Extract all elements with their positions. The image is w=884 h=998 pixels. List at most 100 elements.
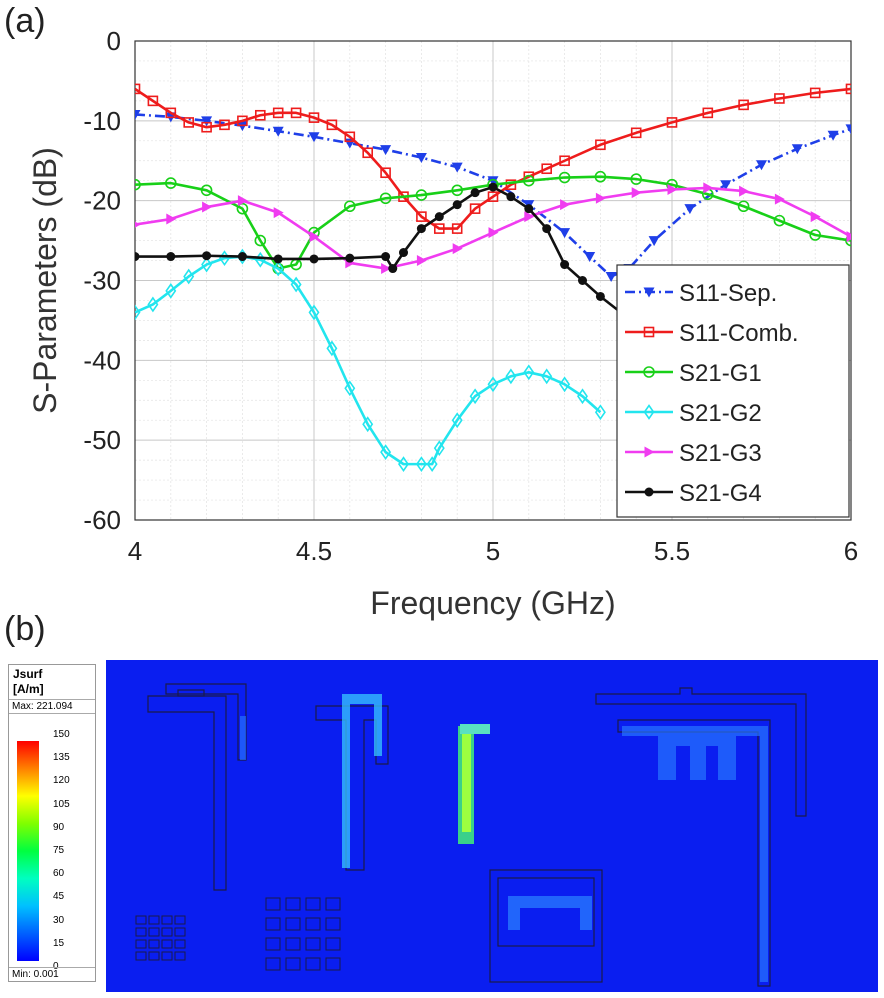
y-tick-label: -30 (83, 266, 121, 296)
colorbar-tick-label: 105 (53, 798, 70, 810)
series-S21-G4 (135, 182, 641, 329)
data-point (559, 155, 570, 167)
parasitic-pad (305, 897, 321, 911)
field-legend-title: Jsurf [A/m] (13, 667, 91, 697)
colorbar-tick-label: 45 (53, 891, 65, 903)
legend-label: S21-G4 (679, 480, 762, 507)
data-point (345, 253, 355, 263)
data-point (415, 456, 427, 473)
x-axis-label: Frequency (GHz) (370, 585, 615, 621)
data-point (595, 139, 606, 151)
parasitic-pad (161, 915, 173, 925)
data-point (399, 248, 408, 258)
data-point (201, 121, 212, 133)
data-point (255, 109, 266, 121)
y-tick-label: -20 (83, 186, 121, 216)
data-point (487, 176, 499, 187)
data-point (201, 116, 213, 127)
data-point (809, 87, 821, 99)
data-point (183, 268, 195, 285)
data-point (237, 115, 248, 127)
data-point (273, 207, 284, 219)
field-min-value: Min: 0.001 (9, 967, 95, 981)
data-point (720, 180, 732, 191)
pad-arrays (135, 897, 341, 971)
data-point (451, 223, 463, 234)
data-point (451, 412, 463, 429)
data-point (577, 388, 588, 405)
data-point (470, 188, 480, 198)
data-point (630, 127, 642, 139)
data-point (380, 167, 391, 179)
data-point (426, 456, 438, 473)
data-point (594, 404, 606, 421)
data-point (237, 195, 248, 207)
series-S21-G3 (135, 182, 851, 275)
data-point (684, 204, 696, 215)
data-point (487, 191, 499, 202)
series-line (135, 87, 851, 230)
colorbar-tick-label: 15 (53, 937, 65, 949)
colorbar-ticks: 150 135 120 105 90 75 60 45 30 15 0 (53, 729, 93, 972)
parasitic-pad (325, 897, 341, 911)
data-point (135, 221, 141, 228)
data-point (845, 83, 851, 95)
antenna-g1-outline (147, 683, 247, 891)
surface-current-svg (135, 683, 807, 987)
data-point (416, 211, 427, 222)
x-tick-label: 4.5 (296, 536, 332, 566)
data-point (272, 126, 284, 137)
parasitic-pad (285, 937, 301, 951)
colorbar-tick-label: 90 (53, 821, 65, 833)
parasitic-pad (265, 957, 281, 971)
data-point (362, 147, 374, 159)
data-point (147, 95, 159, 107)
data-point (433, 440, 445, 457)
colorbar-tick-label: 75 (53, 845, 65, 856)
parasitic-pad (174, 927, 186, 937)
parasitic-pad (161, 939, 173, 949)
data-point (505, 179, 517, 190)
y-tick-label: -50 (83, 425, 121, 455)
series-line (135, 175, 851, 270)
data-point (523, 364, 535, 381)
data-point (343, 200, 356, 213)
legend-marker (643, 366, 655, 378)
legend-label: S21-G2 (679, 400, 762, 427)
data-point (147, 296, 159, 313)
data-point (522, 174, 535, 187)
data-point (774, 193, 785, 205)
data-point (469, 203, 481, 214)
legend-marker (644, 487, 654, 497)
x-tick-label: 5.5 (654, 536, 690, 566)
colorbar-tick-label: 120 (53, 775, 70, 787)
data-point (388, 264, 398, 274)
data-point (326, 119, 338, 131)
axes: 4 4.5 5 5.5 6 0 -10 -20 -30 -40 -50 -60 Frequency (G… (27, 26, 858, 621)
surface-current-map (106, 660, 878, 992)
legend-label: S11-Comb. (679, 320, 799, 347)
colorbar-tick-label: 0 (53, 961, 59, 972)
colorbar-tick-label: 135 (53, 752, 70, 764)
data-point (667, 183, 678, 195)
data-point (135, 83, 141, 95)
series (135, 83, 851, 473)
data-point (135, 178, 141, 191)
antenna-g4-outline (489, 869, 603, 983)
data-point (524, 204, 534, 214)
data-point (845, 124, 851, 135)
data-point (452, 200, 462, 210)
legend-label: S11-Sep. (679, 280, 777, 307)
data-point (381, 252, 391, 262)
parasitic-pad (285, 897, 301, 911)
data-point (452, 243, 463, 255)
data-point (666, 117, 678, 128)
data-point (605, 272, 617, 283)
current-g2 (342, 694, 382, 868)
parasitic-pad (285, 957, 301, 971)
data-point (166, 213, 177, 225)
parasitic-pad (148, 939, 160, 949)
data-point (433, 223, 445, 234)
data-point (756, 160, 767, 171)
x-tick-label: 6 (844, 536, 858, 566)
